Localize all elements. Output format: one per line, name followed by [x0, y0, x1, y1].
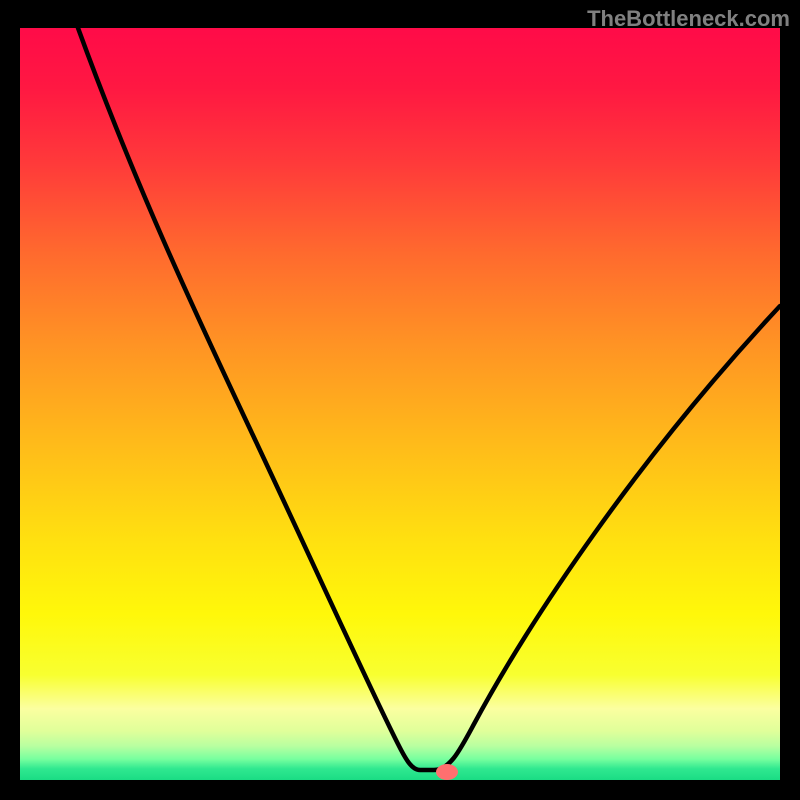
valley-marker [436, 764, 458, 780]
bottleneck-curve [78, 28, 780, 770]
plot-area [20, 28, 780, 780]
curve-layer [20, 28, 780, 780]
canvas-stage: TheBottleneck.com [0, 0, 800, 800]
watermark-text: TheBottleneck.com [587, 6, 790, 32]
